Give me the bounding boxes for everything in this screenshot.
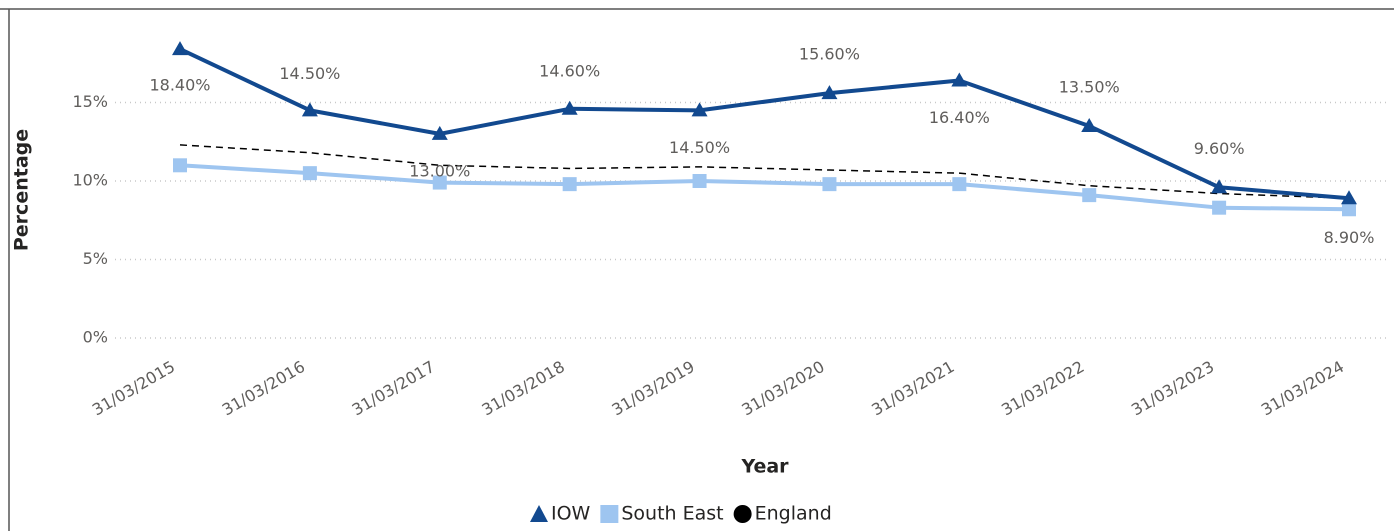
marker — [172, 41, 188, 56]
marker — [821, 85, 838, 100]
data-label: 18.40% — [149, 76, 210, 95]
marker — [302, 166, 317, 181]
series-line — [179, 163, 1350, 212]
marker — [1211, 179, 1228, 194]
marker — [431, 125, 448, 140]
series-line — [179, 144, 1350, 200]
data-label: 14.60% — [539, 61, 600, 80]
y-tick-label: 0% — [83, 328, 108, 347]
y-tick-label: 15% — [72, 92, 108, 111]
marker — [1342, 202, 1356, 217]
data-label: 13.00% — [409, 161, 470, 180]
marker — [822, 177, 837, 192]
legend-label: IOW — [551, 503, 591, 525]
x-tick-label: 31/03/2024 — [1258, 357, 1347, 420]
legend-marker — [530, 505, 548, 522]
marker — [561, 100, 578, 115]
y-tick-label: 10% — [72, 171, 108, 190]
marker — [562, 177, 577, 192]
x-axis-title: Year — [740, 456, 789, 478]
data-label: 9.60% — [1194, 139, 1245, 158]
data-label: 14.50% — [669, 138, 730, 157]
data-label: 13.50% — [1059, 78, 1120, 97]
x-tick-label: 31/03/2023 — [1128, 357, 1217, 420]
x-tick-label: 31/03/2021 — [868, 357, 957, 420]
y-axis-title: Percentage — [11, 129, 33, 251]
marker — [691, 102, 708, 117]
marker — [173, 158, 187, 173]
y-tick-label: 5% — [83, 249, 108, 268]
legend-label: England — [755, 503, 832, 525]
marker — [432, 175, 447, 190]
data-label: 15.60% — [799, 45, 860, 64]
marker — [1082, 188, 1097, 203]
marker — [1212, 200, 1227, 215]
data-label: 14.50% — [279, 64, 340, 83]
data-label: 8.90% — [1324, 228, 1375, 247]
marker — [301, 102, 318, 117]
legend-marker — [733, 505, 752, 523]
legend-marker — [600, 505, 619, 523]
legend-label: South East — [621, 503, 723, 525]
x-tick-label: 31/03/2017 — [349, 357, 438, 420]
marker — [692, 174, 707, 188]
x-tick-label: 31/03/2020 — [738, 357, 827, 420]
x-tick-label: 31/03/2015 — [89, 357, 178, 420]
marker — [1341, 190, 1357, 205]
x-tick-label: 31/03/2019 — [608, 357, 697, 420]
x-tick-label: 31/03/2022 — [998, 357, 1087, 420]
x-tick-label: 31/03/2018 — [479, 357, 568, 420]
series-line — [179, 47, 1350, 201]
x-tick-label: 31/03/2016 — [219, 357, 308, 420]
marker — [1081, 118, 1098, 133]
data-label: 16.40% — [929, 108, 990, 127]
marker — [952, 177, 967, 192]
marker — [951, 72, 968, 87]
